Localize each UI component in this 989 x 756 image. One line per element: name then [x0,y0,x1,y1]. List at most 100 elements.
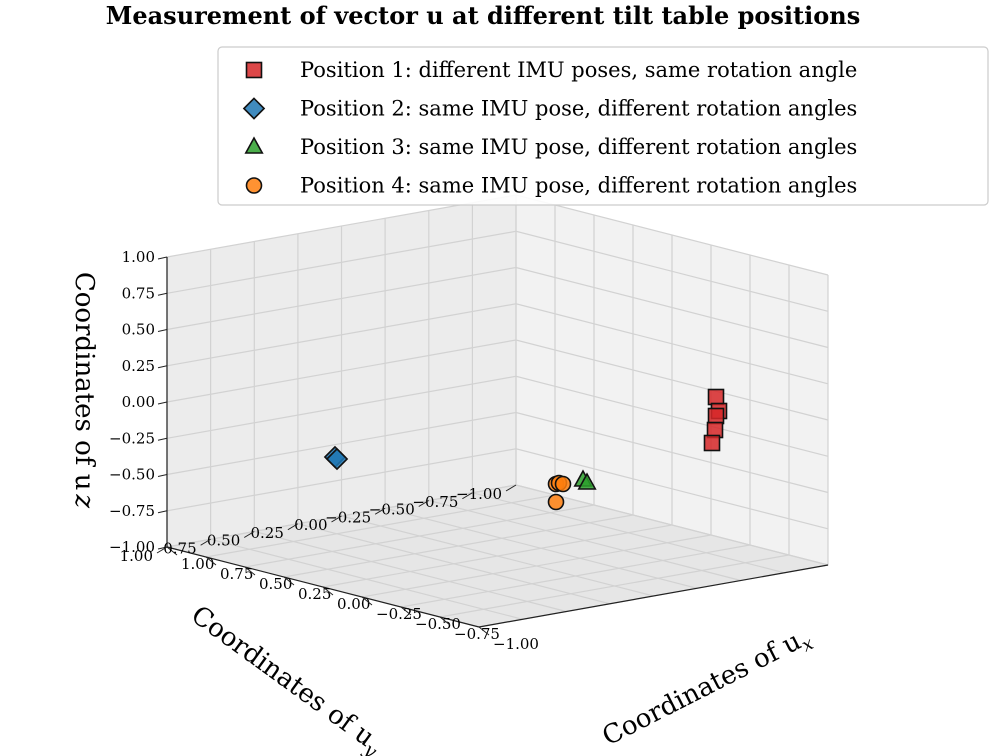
grid-line-x [439,265,790,618]
legend-label: Position 2: same IMU pose, different rot… [300,97,857,121]
x-tick-label: −0.50 [415,615,461,633]
x-tick-mark [439,616,451,626]
z-tick-mark [157,365,168,369]
y-tick-mark [418,500,430,507]
y-axis-line [478,564,829,628]
z-tick-mark [157,292,168,296]
y-tick-label: 0.75 [163,539,196,557]
z-tick-label: 0.50 [122,321,155,339]
y-tick-mark [374,507,386,515]
z-axis-label: Coordinates of uz [69,272,99,509]
z-tick-label: −0.25 [109,429,155,447]
y-tick-mark [331,515,342,523]
grid-line-z [166,266,829,349]
legend-box [217,46,989,206]
legend-marker-circle [245,177,263,194]
x-tick-label: 0.75 [220,565,253,583]
x-tick-mark [478,626,490,636]
y-tick-label: −1.00 [456,485,502,503]
x-tick-label: 0.50 [259,575,292,593]
legend-item-3: Position 3: same IMU pose, different rot… [244,135,857,159]
tick-labels: −1.00−1.001.00−0.75 −0.750.75−0.50−0.500.… [109,248,539,653]
legend-item-2: Position 2: same IMU pose, different rot… [242,97,857,121]
x-tick-mark [166,546,178,556]
legend-item-4: Position 4: same IMU pose, different rot… [245,174,857,198]
x-tick-label: 1.00 [181,555,214,573]
y-tick-label: −0.25 [325,508,371,526]
z-tick-mark [157,401,168,405]
grid-line-x [322,235,673,588]
legend: Position 1: different IMU poses, same ro… [217,46,989,206]
grid-line-y [253,241,567,613]
z-tick-mark [157,437,168,441]
legend-item-1: Position 1: different IMU poses, same ro… [245,58,857,82]
z-tick-mark [157,329,168,332]
legend-marker-diamond [242,97,266,120]
z-tick-mark [157,256,168,260]
z-tick-label: −0.50 [109,466,155,484]
z-tick-label: −1.00 [109,538,155,556]
legend-marker-triangle [244,136,264,154]
grid-line-x [400,255,751,608]
y-tick-mark [287,523,299,531]
grid-line-z [166,448,829,530]
y-tick-label: 0.25 [250,524,283,542]
x-tick-label: −0.75 [454,625,500,643]
series-4 [547,474,572,511]
x-tick-mark [205,556,217,566]
legend-label: Position 4: same IMU pose, different rot… [300,174,857,198]
grid-line-x [244,215,595,568]
data-point-circle [554,475,572,493]
z-tick-label: 0.00 [122,393,155,411]
z-tick-mark [157,474,168,477]
data-points [323,388,728,511]
axis-panes [167,195,828,627]
series-3 [573,469,597,490]
data-point-triangle [577,472,597,490]
x-tick-label: 0.00 [337,595,370,613]
series-1 [703,388,728,452]
data-point-square [707,407,725,425]
grid-line-x [283,225,634,578]
x-tick-label: −1.00 [493,635,539,653]
x-tick-label: 0.25 [298,585,331,603]
y-tick-label: 0.00 [294,516,327,534]
x-axis-label: Coordinates of ux [598,622,817,756]
y-tick-label: −0.50 [369,501,415,519]
y-tick-mark [505,484,517,492]
x-tick-mark [400,606,412,616]
data-point-square [703,434,721,452]
z-tick-label: 1.00 [122,248,155,266]
y-tick-label: 1.00 [120,547,153,565]
legend-marker-square [245,61,263,79]
y-axis-label: Coordinates of uy [183,600,389,756]
data-point-square [707,388,725,406]
x-tick-mark [244,566,256,576]
grid-line-z [166,230,829,312]
x-tick-mark [322,586,334,596]
y-tick-mark [243,531,255,538]
z-tick-mark [157,510,168,514]
series-2 [323,445,349,471]
z-tick-label: −0.75 [109,502,155,520]
grid-line-z [166,375,829,457]
y-tick-label: −0.75 [412,493,458,511]
x-tick-label: −0.25 [376,605,422,623]
data-point-diamond [325,447,349,471]
z-tick-label: 0.25 [122,357,155,375]
y-tick-mark [200,538,211,546]
x-tick-mark [361,596,373,606]
y-tick-label: 0.50 [207,532,240,550]
grid-line-y [428,210,741,582]
legend-label: Position 3: same IMU pose, different rot… [300,135,857,159]
legend-label: Position 1: different IMU poses, same ro… [300,58,857,82]
x-tick-mark [283,576,295,586]
grid-line-z [166,303,829,385]
chart-title: Measurement of vector u at different til… [106,1,860,30]
grid-line-x [361,245,712,598]
data-point-circle [547,493,565,511]
y-tick-mark [156,546,168,554]
grid-line-z [166,411,829,494]
y-tick-mark [462,492,473,500]
